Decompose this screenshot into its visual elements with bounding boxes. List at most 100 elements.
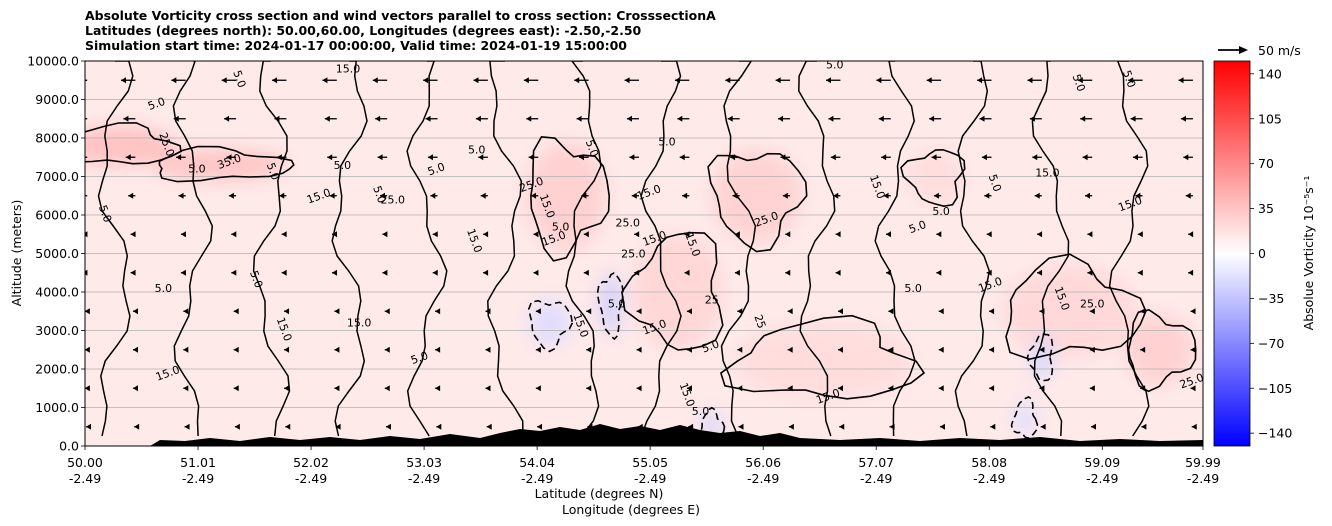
wind-vector-head [888,308,894,315]
wind-vector-head [936,231,942,238]
wind-vector-head [579,154,585,161]
wind-vector-head [178,192,184,199]
wind-vector-head [1085,192,1091,199]
wind-vector-head [989,346,995,353]
wind-vector-head [684,231,690,238]
colorbar-tick-label: −35 [1258,291,1284,306]
wind-vector-head [78,154,83,160]
colorbar-tick-label: −140 [1258,426,1292,441]
contour-label: 5.0 [468,143,486,156]
y-tick-label: 8000.0 [35,131,79,146]
colorbar-tick-label: −70 [1258,336,1284,351]
wind-vector-head [180,231,186,238]
wind-vector-head [1190,385,1196,392]
contour-label: 5.0 [904,282,922,295]
negative-contour [596,272,625,341]
wind-vector-head [775,77,781,84]
wind-vector-head [1190,346,1196,353]
y-tick-label: 10000.0 [27,54,79,69]
wind-vector-head [1183,154,1189,161]
y-tick-label: 2000.0 [35,362,79,377]
wind-vector-head [732,192,738,199]
y-tick-label: 1000.0 [35,400,79,415]
x-tick-label-latitude: 59.09 [1084,455,1120,470]
wind-vector-head [1130,115,1136,122]
wind-vector-head [833,192,839,199]
positive-contour [719,314,926,400]
wind-vector-head [483,231,489,238]
wind-vector-head [176,154,182,161]
wind-vector-head [1140,346,1146,353]
contour-label: 25.0 [616,217,641,230]
wind-vector-head [435,346,441,353]
wind-vector-head [85,346,90,353]
wind-vector-head [1137,269,1143,276]
quiver-key-arrowhead [1239,46,1248,54]
wind-vector-head [228,192,234,199]
wind-vector-head [835,269,841,276]
x-tick-label-longitude: -2.49 [182,471,214,486]
wind-vector-head [432,269,438,276]
positive-contour [406,61,448,437]
wind-vector-head [284,346,290,353]
contour-label: 5.0 [334,159,352,172]
wind-vector-head [435,308,441,315]
wind-vector-head [878,115,884,122]
x-tick-label-longitude: -2.49 [521,471,553,486]
wind-vector-head [929,115,935,122]
wind-vector-head [737,385,743,392]
wind-vector-head [1087,269,1093,276]
x-axis-label-latitude: Latitude (degrees N) [535,486,664,501]
vorticity-patch [599,272,623,335]
wind-vector-head [586,346,592,353]
vorticity-patch [1013,399,1037,439]
wind-vector-head [384,308,390,315]
wind-vector-head [576,115,582,122]
contour-label: 5.0 [146,95,167,113]
colorbar-ticks: 140 105 70 35 0 −35 −70 −105 −140 [1250,66,1292,441]
wind-vector-head [787,308,793,315]
wind-vector-head [384,385,390,392]
wind-vector-head [379,192,385,199]
quiver-key-label: 50 m/s [1258,43,1301,58]
x-tick-label-longitude: -2.49 [295,471,327,486]
wind-vector-head [132,385,138,392]
positive-contour [158,145,295,183]
wind-vector-head [1089,308,1095,315]
wind-vector-head [73,77,78,83]
wind-vector-head [1091,423,1097,430]
x-tick-label-longitude: -2.49 [860,471,892,486]
wind-vector-head [1191,423,1197,430]
wind-vector-head [933,192,939,199]
wind-vector-head [631,192,637,199]
wind-vector-head [636,385,642,392]
wind-vector-head [183,308,189,315]
vorticity-patch [734,322,914,400]
positive-contour [331,61,368,437]
x-tick-label-longitude: -2.49 [747,471,779,486]
wind-vector-head [679,154,685,161]
x-tick-label-latitude: 52.02 [293,455,329,470]
x-tick-label-latitude: 50.00 [67,455,103,470]
wind-vector-head [1190,308,1196,315]
wind-vector-head [533,231,539,238]
y-tick-label: 3000.0 [35,323,79,338]
contour-label: 5.0 [658,136,676,149]
wind-vector-head [427,154,433,161]
vorticity-patch [527,141,606,250]
wind-vector-head [535,385,541,392]
wind-vector-head [677,115,683,122]
wind-vector-head [581,192,587,199]
wind-vector-head [1034,192,1040,199]
wind-vector-head [1039,308,1045,315]
contour-label: 5.0 [700,337,721,355]
positive-contour [97,61,134,437]
wind-vector-head [480,192,486,199]
negative-contour [527,299,574,353]
wind-vector-head [634,231,640,238]
title-line-2: Latitudes (degrees north): 50.00,60.00, … [85,23,642,38]
wind-vector-head [425,115,431,122]
wind-vector-head [322,77,328,84]
contour-label: 5.0 [247,269,265,290]
